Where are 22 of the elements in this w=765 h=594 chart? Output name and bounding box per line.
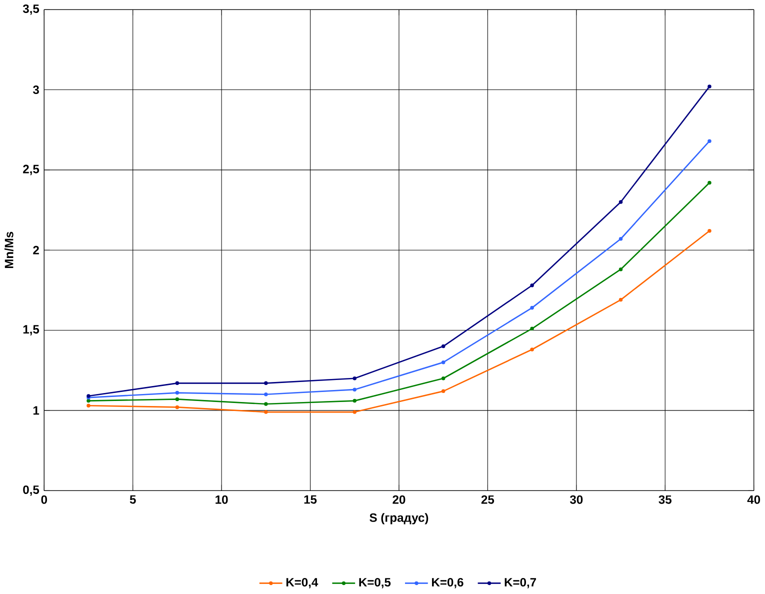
x-tick-label: 35 [658,495,672,504]
x-tick-label: 25 [481,495,494,504]
y-tick-label: 3 [32,86,39,94]
legend-label: K=0,5 [359,578,391,588]
x-tick-label: 15 [304,495,317,504]
y-axis-title: Mn/Ms [4,232,14,268]
x-tick-label: 20 [392,495,406,504]
y-tick-label: 0,5 [23,486,40,496]
y-tick-label: 1 [33,406,40,415]
x-axis-title: S (градус) [370,513,428,524]
x-tick-label: 40 [747,495,760,504]
x-tick-label: 30 [570,495,583,504]
x-tick-label: 10 [216,495,228,504]
x-tick-label: 5 [130,495,136,504]
legend-label: K=0,7 [504,578,536,588]
x-tick-label: 0 [41,495,48,504]
y-tick-label: 1,5 [23,325,40,336]
legend-label: K=0,6 [432,578,464,588]
y-tick-label: 2,5 [23,164,40,176]
legend-label: K=0,4 [286,578,318,588]
y-tick-label: 3,5 [22,4,40,15]
y-tick-label: 2 [33,246,39,254]
